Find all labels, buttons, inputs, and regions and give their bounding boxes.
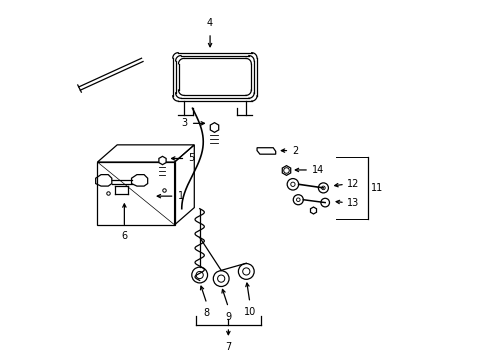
Text: 9: 9: [225, 312, 231, 322]
Text: 13: 13: [346, 198, 359, 208]
Text: 5: 5: [187, 153, 194, 163]
Text: 1: 1: [178, 191, 184, 201]
Text: 11: 11: [370, 183, 383, 193]
Text: 3: 3: [181, 118, 187, 128]
Text: 10: 10: [243, 307, 256, 317]
Text: 12: 12: [346, 179, 359, 189]
Text: 4: 4: [206, 18, 213, 28]
Text: 6: 6: [121, 231, 127, 241]
Text: 8: 8: [203, 309, 209, 318]
Text: 2: 2: [291, 145, 298, 156]
Text: 7: 7: [225, 342, 231, 352]
Text: 14: 14: [311, 165, 323, 175]
